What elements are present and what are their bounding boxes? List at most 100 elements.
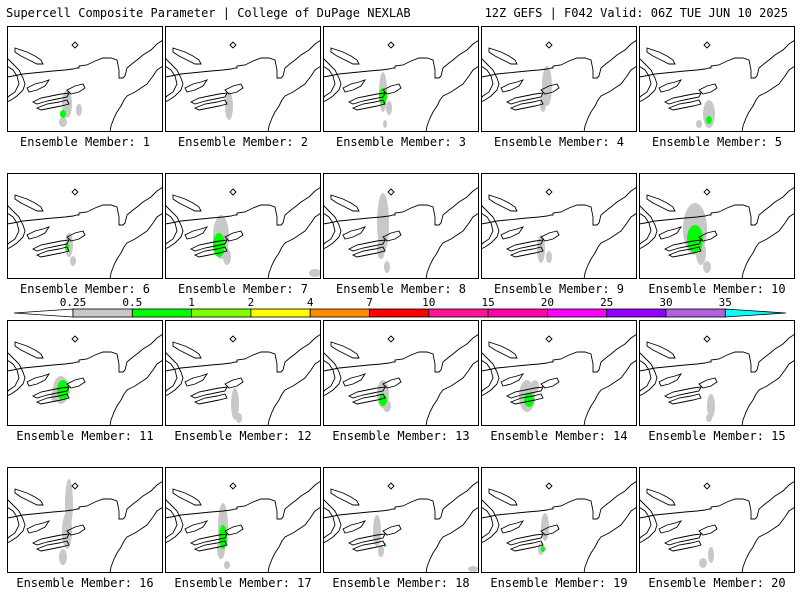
scp-contour-grey	[703, 100, 715, 128]
ensemble-member-label: Ensemble Member: 7	[177, 282, 309, 296]
lake-outline	[488, 47, 518, 65]
lake-outline	[330, 488, 360, 506]
lake-outline	[323, 57, 342, 103]
ensemble-member-panel	[7, 320, 163, 426]
lake-outline	[646, 194, 676, 212]
location-marker-icon	[545, 482, 553, 490]
map-panel-7	[165, 173, 321, 279]
lake-outline	[35, 393, 70, 405]
ensemble-member-label: Ensemble Member: 19	[490, 576, 628, 590]
lake-outline	[189, 533, 228, 546]
ensemble-member-label: Ensemble Member: 5	[651, 135, 783, 149]
map-panel-14	[481, 320, 637, 426]
lake-outline	[639, 57, 658, 103]
coastline	[109, 506, 163, 573]
lake-outline	[165, 359, 178, 393]
panel-frame	[639, 467, 795, 573]
colorbar-upper-tip	[724, 308, 787, 318]
ensemble-member-panel	[639, 26, 795, 132]
coastline	[267, 212, 321, 279]
scp-contour-grey	[70, 256, 76, 266]
map-panel-19	[481, 467, 637, 573]
lake-outline	[663, 386, 702, 399]
ensemble-member-panel	[639, 320, 795, 426]
ensemble-member-panel	[7, 467, 163, 573]
colorbar-tick-label: 10	[422, 296, 435, 309]
location-marker-icon	[71, 482, 79, 490]
lake-outline	[347, 239, 386, 252]
lake-outline	[505, 92, 544, 105]
scp-contour-grey	[546, 251, 552, 263]
lake-outline	[224, 83, 244, 95]
lake-outline	[663, 533, 702, 546]
lake-outline	[639, 351, 658, 397]
lake-outline	[500, 520, 525, 534]
coastline	[109, 359, 163, 426]
national-border	[323, 333, 479, 373]
scp-contour-grey	[384, 261, 390, 273]
lake-outline	[184, 520, 209, 534]
lake-outline	[663, 92, 702, 105]
ensemble-member-panel	[481, 26, 637, 132]
ensemble-member-panel	[481, 173, 637, 279]
colorbar-bin	[487, 308, 548, 318]
coastline	[741, 506, 795, 573]
scp-contour-green	[60, 110, 66, 118]
location-marker-icon	[703, 188, 711, 196]
coastline	[425, 506, 479, 573]
ensemble-member-label: Ensemble Member: 13	[332, 429, 470, 443]
scp-contour-grey	[708, 547, 714, 563]
location-marker-icon	[387, 335, 395, 343]
location-marker-icon	[229, 41, 237, 49]
lake-outline	[540, 377, 560, 389]
lake-outline	[7, 498, 26, 544]
lake-outline	[31, 386, 70, 399]
ensemble-member-label: Ensemble Member: 1	[19, 135, 151, 149]
national-border	[481, 39, 637, 79]
lake-outline	[488, 194, 518, 212]
colorbar-tick-label: 0.25	[60, 296, 87, 309]
ensemble-member-panel	[165, 26, 321, 132]
lake-outline	[323, 65, 336, 99]
lake-outline	[35, 246, 70, 258]
lake-outline	[509, 540, 544, 552]
lake-outline	[698, 83, 718, 95]
lake-outline	[323, 212, 336, 246]
panel-frame	[481, 173, 637, 279]
colorbar-bin	[309, 308, 370, 318]
ensemble-member-panel	[165, 467, 321, 573]
ensemble-member-label: Ensemble Member: 11	[16, 429, 154, 443]
lake-outline	[667, 540, 702, 552]
scp-contour-green	[379, 394, 387, 406]
coastline	[267, 359, 321, 426]
location-marker-icon	[71, 41, 79, 49]
lake-outline	[31, 533, 70, 546]
scp-contour-grey	[383, 120, 387, 128]
scp-contour-green	[57, 380, 69, 400]
map-panel-15	[639, 320, 795, 426]
lake-outline	[505, 533, 544, 546]
map-panel-2	[165, 26, 321, 132]
lake-outline	[481, 506, 494, 540]
ensemble-member-label: Ensemble Member: 2	[177, 135, 309, 149]
lake-outline	[505, 239, 544, 252]
lake-outline	[639, 498, 658, 544]
map-panel-5	[639, 26, 795, 132]
colorbar-tick-label: 20	[541, 296, 554, 309]
lake-outline	[165, 506, 178, 540]
location-marker-icon	[387, 188, 395, 196]
lake-outline	[481, 57, 500, 103]
lake-outline	[646, 341, 676, 359]
national-border	[7, 480, 163, 520]
panel-frame	[323, 320, 479, 426]
map-panel-17	[165, 467, 321, 573]
ensemble-member-label: Ensemble Member: 3	[335, 135, 467, 149]
lake-outline	[35, 540, 70, 552]
lake-outline	[488, 341, 518, 359]
lake-outline	[66, 377, 86, 389]
scp-contour-grey	[542, 66, 552, 106]
lake-outline	[382, 524, 402, 536]
lake-outline	[540, 524, 560, 536]
ensemble-member-panel	[639, 173, 795, 279]
ensemble-member-label: Ensemble Member: 18	[332, 576, 470, 590]
